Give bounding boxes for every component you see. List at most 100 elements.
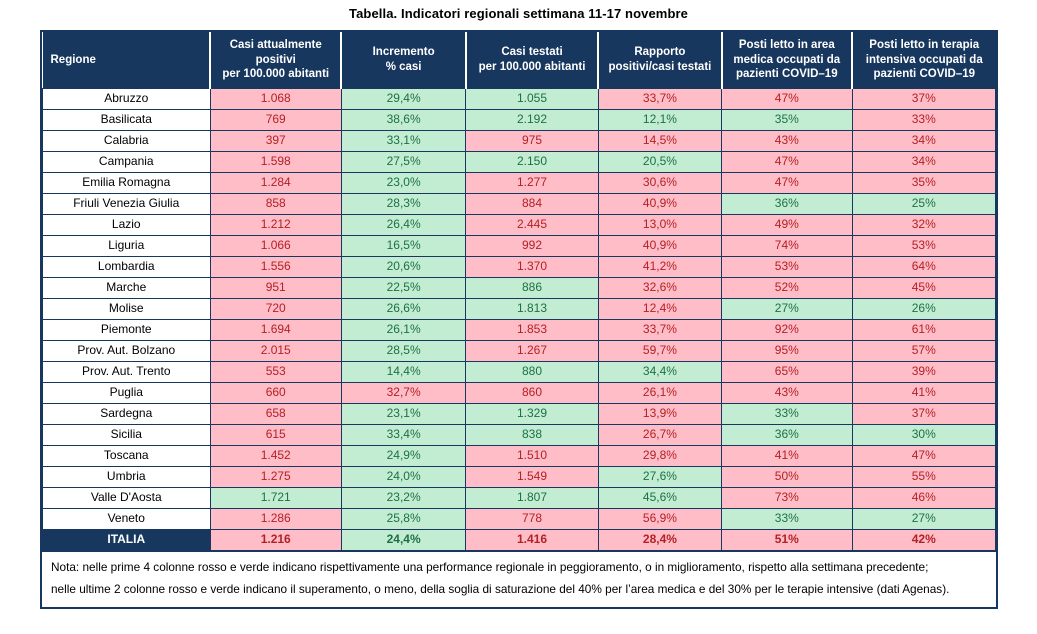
value-cell: 36% [721,193,853,215]
value-cell: 1.286 [209,508,342,530]
table-row: Abruzzo 1.068 29,4% 1.055 33,7% 47% 37% [42,88,996,110]
value-cell: 92% [721,319,853,341]
header-row: Regione Casi attualmente positivi per 10… [42,32,996,89]
table-row: Basilicata 769 38,6% 2.192 12,1% 35% 33% [42,109,996,131]
indicators-table-container: Regione Casi attualmente positivi per 10… [40,30,998,609]
value-cell: 41% [851,382,996,404]
region-name-cell: Molise [42,298,211,320]
value-cell: 33,4% [340,424,467,446]
region-name-cell: Umbria [42,466,211,488]
value-cell: 26% [851,298,996,320]
value-cell: 860 [465,382,599,404]
value-cell: 23,1% [340,403,467,425]
value-cell: 49% [721,214,853,236]
value-cell: 34% [851,151,996,173]
table-row: Veneto 1.286 25,8% 778 56,9% 33% 27% [42,508,996,530]
value-cell: 880 [465,361,599,383]
table-row: Molise 720 26,6% 1.813 12,4% 27% 26% [42,298,996,320]
value-cell: 1.416 [465,529,599,551]
value-cell: 951 [209,277,342,299]
value-cell: 39% [851,361,996,383]
table-row: Calabria 397 33,1% 975 14,5% 43% 34% [42,130,996,152]
value-cell: 23,2% [340,487,467,509]
column-header-regione: Regione [42,32,211,89]
value-cell: 37% [851,88,996,110]
value-cell: 615 [209,424,342,446]
region-name-cell: Prov. Aut. Trento [42,361,211,383]
total-row-italia: ITALIA 1.216 24,4% 1.416 28,4% 51% 42% [42,529,996,551]
value-cell: 43% [721,130,853,152]
value-cell: 1.370 [465,256,599,278]
value-cell: 57% [851,340,996,362]
value-cell: 26,1% [597,382,723,404]
table-row: Campania 1.598 27,5% 2.150 20,5% 47% 34% [42,151,996,173]
table-row: Prov. Aut. Bolzano 2.015 28,5% 1.267 59,7% 95… [42,340,996,362]
value-cell: 33% [721,403,853,425]
region-name-cell: Prov. Aut. Bolzano [42,340,211,362]
region-name-cell: Lombardia [42,256,211,278]
table-header: Regione Casi attualmente positivi per 10… [42,32,996,89]
value-cell: 40,9% [597,193,723,215]
value-cell: 50% [721,466,853,488]
table-row: Emilia Romagna 1.284 23,0% 1.277 30,6% 47% 35% [42,172,996,194]
footnote: Nota: nelle prime 4 colonne rosso e verd… [42,551,996,607]
value-cell: 45,6% [597,487,723,509]
value-cell: 1.066 [209,235,342,257]
value-cell: 47% [721,88,853,110]
value-cell: 1.275 [209,466,342,488]
value-cell: 42% [851,529,996,551]
value-cell: 1.055 [465,88,599,110]
value-cell: 24,0% [340,466,467,488]
value-cell: 1.329 [465,403,599,425]
table-row: Umbria 1.275 24,0% 1.549 27,6% 50% 55% [42,466,996,488]
regional-indicators-table: Regione Casi attualmente positivi per 10… [42,32,996,551]
value-cell: 61% [851,319,996,341]
value-cell: 45% [851,277,996,299]
value-cell: 47% [851,445,996,467]
value-cell: 1.598 [209,151,342,173]
region-name-cell: Basilicata [42,109,211,131]
region-name-cell: Emilia Romagna [42,172,211,194]
value-cell: 720 [209,298,342,320]
value-cell: 65% [721,361,853,383]
value-cell: 55% [851,466,996,488]
value-cell: 33,7% [597,88,723,110]
value-cell: 14,5% [597,130,723,152]
value-cell: 37% [851,403,996,425]
region-name-cell: Sardegna [42,403,211,425]
value-cell: 23,0% [340,172,467,194]
value-cell: 47% [721,172,853,194]
region-name-cell: Marche [42,277,211,299]
value-cell: 51% [721,529,853,551]
value-cell: 2.445 [465,214,599,236]
value-cell: 1.267 [465,340,599,362]
value-cell: 29,4% [340,88,467,110]
value-cell: 658 [209,403,342,425]
region-name-cell: Friuli Venezia Giulia [42,193,211,215]
column-header-posti-terapia-intensiva: Posti letto in terapia intensiva occupat… [851,32,996,89]
value-cell: 1.284 [209,172,342,194]
value-cell: 2.192 [465,109,599,131]
value-cell: 32% [851,214,996,236]
value-cell: 1.216 [209,529,342,551]
table-row: Friuli Venezia Giulia 858 28,3% 884 40,9% 36%… [42,193,996,215]
value-cell: 1.510 [465,445,599,467]
value-cell: 32,6% [597,277,723,299]
value-cell: 1.212 [209,214,342,236]
value-cell: 38,6% [340,109,467,131]
value-cell: 2.150 [465,151,599,173]
value-cell: 27% [721,298,853,320]
value-cell: 52% [721,277,853,299]
table-row: Toscana 1.452 24,9% 1.510 29,8% 41% 47% [42,445,996,467]
region-name-cell-italia: ITALIA [42,529,211,551]
value-cell: 12,4% [597,298,723,320]
table-row: Prov. Aut. Trento 553 14,4% 880 34,4% 65% 39% [42,361,996,383]
column-header-posti-area-medica: Posti letto in area medica occupati da p… [720,32,852,89]
table-title: Tabella. Indicatori regionali settimana … [349,6,688,21]
value-cell: 660 [209,382,342,404]
value-cell: 74% [721,235,853,257]
value-cell: 25,8% [340,508,467,530]
value-cell: 22,5% [340,277,467,299]
value-cell: 41% [721,445,853,467]
value-cell: 14,4% [340,361,467,383]
